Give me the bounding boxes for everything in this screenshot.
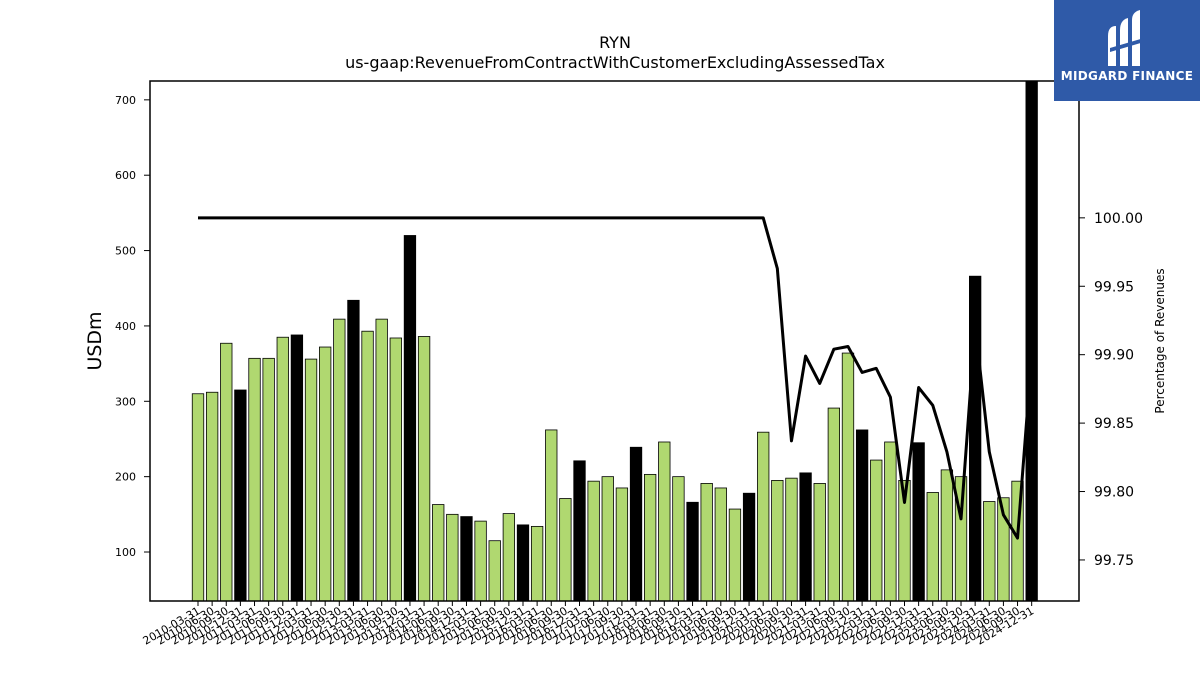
bar-2015-03-31 — [474, 520, 487, 602]
y-right-tick-label: 100.00 — [1094, 211, 1143, 227]
bar-2011-12-31 — [290, 334, 304, 602]
bar-2010-06-30 — [205, 391, 219, 602]
bar-2020-06-30 — [771, 480, 784, 602]
bar-2011-03-31 — [248, 357, 261, 602]
bar-2017-09-30 — [615, 487, 629, 602]
bar-2024-12-31 — [1025, 80, 1038, 602]
bar-2016-03-31 — [530, 525, 544, 602]
bar-2022-03-31 — [870, 459, 883, 602]
y-right-tick-label: 99.85 — [1094, 416, 1134, 432]
bar-2010-03-31 — [191, 393, 205, 602]
y-right-tick-label: 99.90 — [1094, 348, 1134, 364]
bar-2016-06-30 — [545, 429, 558, 602]
y-right-tick-label: 99.75 — [1094, 553, 1134, 569]
bar-2012-03-31 — [304, 358, 318, 602]
bar-2016-09-30 — [559, 498, 572, 602]
y-tick-label: 500 — [115, 245, 136, 258]
chart-subtitle: us-gaap:RevenueFromContractWithCustomerE… — [345, 53, 885, 72]
bar-2011-09-30 — [276, 336, 289, 602]
y-tick-label: 100 — [115, 546, 136, 559]
bar-group — [191, 80, 1038, 602]
y-tick-label: 400 — [115, 320, 136, 333]
bar-2014-03-31 — [417, 336, 431, 602]
y-tick-label: 300 — [115, 395, 136, 408]
bar-2015-12-31 — [516, 524, 530, 602]
bar-2010-12-31 — [234, 389, 247, 602]
y-axis-label: USDm — [84, 311, 106, 370]
bar-2016-12-31 — [573, 460, 586, 602]
midgard-finance-logo: MIDGARD FINANCE — [1054, 0, 1200, 101]
bar-2020-03-31 — [757, 431, 770, 602]
x-axis: 2010-03-312010-06-302010-09-302010-12-31… — [141, 601, 1036, 648]
bar-2020-09-30 — [785, 477, 798, 602]
bar-2017-06-30 — [601, 476, 614, 602]
bar-2013-12-31 — [403, 235, 417, 602]
bar-2010-09-30 — [220, 342, 233, 602]
bar-2014-06-30 — [432, 504, 445, 602]
percentage-line — [198, 216, 1034, 540]
bar-2012-09-30 — [333, 318, 346, 602]
bar-2017-12-31 — [629, 446, 643, 602]
y-right-tick-label: 99.95 — [1094, 279, 1134, 295]
bar-2012-12-31 — [347, 299, 360, 602]
bar-2021-09-30 — [841, 352, 855, 602]
bar-2012-06-30 — [319, 346, 332, 602]
bar-2021-03-31 — [813, 483, 826, 602]
bar-2021-12-31 — [855, 429, 869, 602]
bar-2019-03-31 — [700, 483, 713, 602]
bar-2013-09-30 — [389, 337, 402, 602]
bar-2023-03-31 — [926, 492, 939, 602]
y-axis-left: 100 200 300 400 500 600 700 — [115, 94, 150, 559]
y-tick-label: 700 — [115, 94, 136, 107]
bar-2020-12-31 — [799, 472, 812, 602]
bar-2019-09-30 — [728, 508, 742, 602]
bar-2018-06-30 — [658, 441, 671, 602]
bar-2019-12-31 — [742, 492, 756, 602]
y-tick-label: 200 — [115, 471, 136, 484]
bar-2015-06-30 — [488, 540, 501, 602]
chart-title: RYN — [599, 33, 631, 52]
bar-2024-03-31 — [983, 501, 996, 602]
bar-2014-09-30 — [446, 513, 459, 602]
bar-2022-06-30 — [884, 441, 897, 602]
plot-frame — [149, 80, 1080, 602]
line-group — [198, 216, 1034, 540]
bar-2014-12-31 — [460, 516, 473, 602]
y-tick-label: 600 — [115, 169, 136, 182]
bar-2023-06-30 — [940, 469, 954, 602]
bar-2019-06-30 — [714, 487, 727, 602]
bar-2017-03-31 — [587, 480, 600, 602]
y-axis-right: 99.75 99.80 99.85 99.90 99.95 100.00 — [1079, 211, 1143, 569]
logo-mark-icon — [1108, 10, 1144, 66]
bar-2018-03-31 — [644, 473, 657, 602]
y-right-tick-label: 99.80 — [1094, 485, 1134, 501]
bar-2015-09-30 — [502, 513, 516, 602]
bar-2021-06-30 — [827, 407, 840, 602]
bar-2013-06-30 — [375, 318, 388, 602]
bar-2022-12-31 — [912, 442, 925, 602]
bar-2018-12-31 — [686, 501, 699, 602]
bar-2013-03-31 — [361, 330, 374, 602]
bar-2011-06-30 — [262, 357, 275, 602]
bar-2018-09-30 — [672, 476, 685, 602]
y-axis-right-label: Percentage of Revenues — [1153, 268, 1167, 413]
